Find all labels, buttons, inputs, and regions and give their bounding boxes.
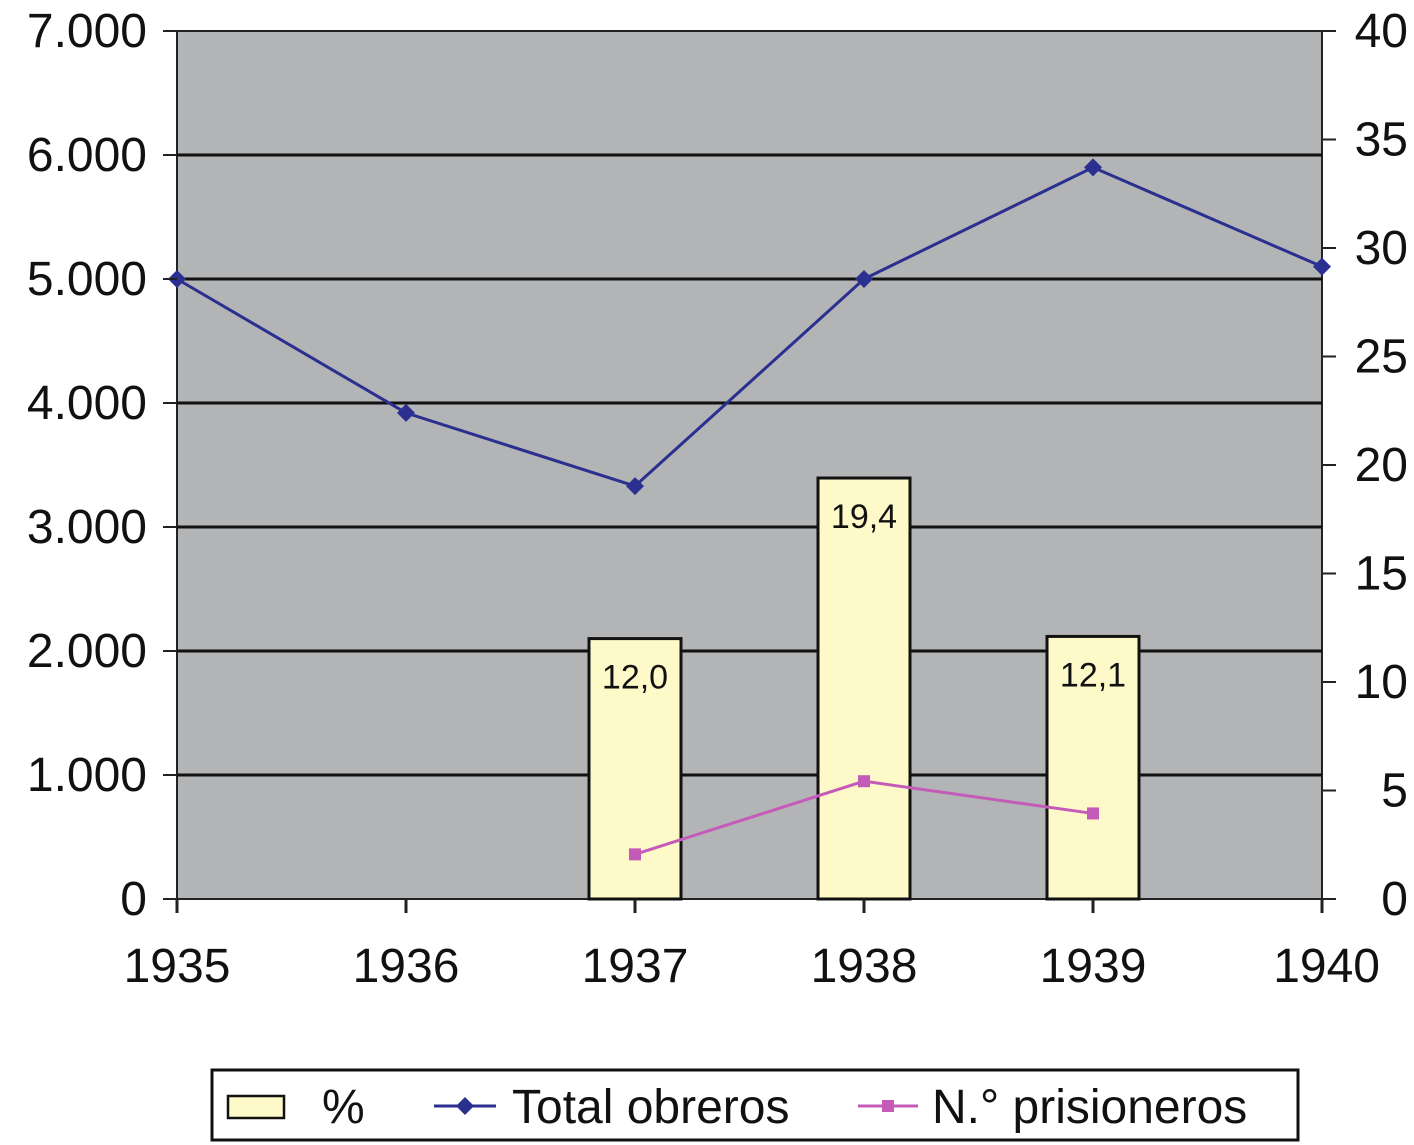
bar-data-label: 12,1 [1060,656,1126,694]
y-right-tick-label: 25 [1355,331,1408,384]
legend-label: N.° prisioneros [932,1081,1247,1134]
legend-marker-square [882,1100,894,1112]
prisioneros-point [858,775,870,788]
y-left-tick-label: 3.000 [27,501,147,554]
total-obreros-point [397,403,415,422]
axes: 0 1.000 2.000 3.000 4.000 5.000 6.000 7.000 0 5 10… [27,5,1408,993]
y-right-tick-label: 40 [1355,5,1408,58]
x-tick-label: 1936 [353,940,460,993]
y-left-tick-label: 0 [120,873,147,926]
legend: % Total obreros N.° prisioneros [210,1068,1300,1142]
y-right-tick-label: 30 [1355,222,1408,275]
bar-data-label: 19,4 [831,498,897,536]
total-obreros-point [1084,158,1102,177]
legend-label: % [322,1081,365,1134]
total-obreros-point [1313,257,1331,276]
legend-marker-diamond [456,1097,474,1115]
x-tick-label: 1938 [811,940,918,993]
y-right-tick-label: 35 [1355,114,1408,167]
series-lines [168,158,1331,861]
bars: 12,0 19,4 12,1 [587,476,1141,901]
y-right-tick-label: 20 [1355,439,1408,492]
y-right-tick-label: 10 [1355,656,1408,709]
x-tick-label: 1937 [582,940,689,993]
bar [816,476,912,901]
total-obreros-point [855,270,873,288]
legend-box [210,1068,1300,1142]
y-left-tick-label: 2.000 [27,625,147,678]
x-tick-label: 1939 [1040,940,1147,993]
y-left-tick-label: 4.000 [27,377,147,430]
y-left-tick-label: 5.000 [27,253,147,306]
prisioneros-point [1087,807,1099,820]
y-right-tick-label: 5 [1381,765,1408,818]
total-obreros-point [626,477,644,496]
legend-swatch-bar [226,1094,286,1120]
total-obreros-line [176,165,1323,488]
y-right-tick-label: 0 [1381,873,1408,926]
y-left-tick-label: 7.000 [27,5,147,58]
x-tick-label: 1940 [1273,940,1380,993]
plot-area [176,30,1323,900]
y-right-tick-label: 15 [1355,548,1408,601]
y-left-tick-label: 1.000 [27,749,147,802]
y-left-tick-label: 6.000 [27,129,147,182]
prisioneros-point [629,848,641,861]
legend-label: Total obreros [512,1081,789,1134]
x-tick-label: 1935 [124,940,231,993]
bar-data-label: 12,0 [602,659,668,697]
